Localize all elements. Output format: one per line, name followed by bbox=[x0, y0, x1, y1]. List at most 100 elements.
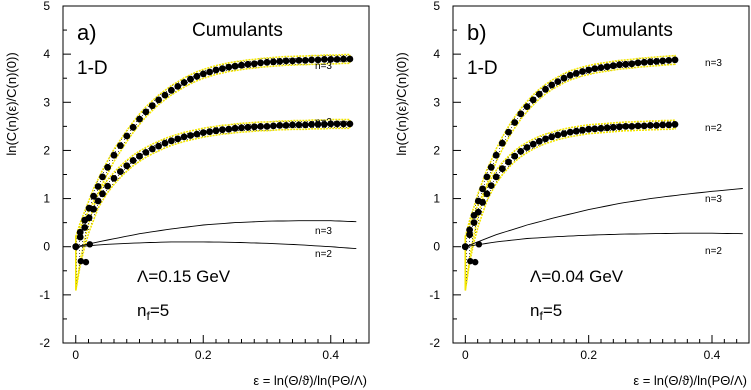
y-tick-label: 2 bbox=[433, 143, 440, 157]
data-point bbox=[591, 125, 599, 133]
data-point bbox=[148, 102, 156, 110]
data-point bbox=[603, 124, 611, 132]
data-point bbox=[123, 132, 131, 140]
x-tick-label: 0.4 bbox=[322, 348, 339, 362]
data-point bbox=[187, 132, 194, 139]
data-point bbox=[597, 64, 605, 71]
data-point bbox=[81, 224, 89, 231]
data-point bbox=[529, 140, 537, 148]
data-point bbox=[142, 149, 150, 156]
data-point bbox=[603, 63, 611, 71]
data-point bbox=[535, 90, 543, 98]
data-point bbox=[174, 135, 182, 143]
x-axis-label: ε = ln(Θ/ϑ)/ln(PΘ/Λ) bbox=[633, 373, 747, 388]
nf-value: =5 bbox=[150, 301, 169, 320]
data-point bbox=[308, 121, 315, 128]
y-tick-label: 4 bbox=[43, 47, 50, 61]
data-point bbox=[231, 62, 239, 70]
data-point bbox=[548, 133, 556, 141]
data-point bbox=[483, 173, 491, 181]
data-point bbox=[238, 61, 245, 69]
data-point bbox=[199, 70, 207, 78]
data-point bbox=[276, 58, 284, 65]
data-point bbox=[212, 127, 220, 135]
y-tick-label: 1 bbox=[43, 192, 50, 206]
data-point bbox=[542, 135, 549, 143]
data-point bbox=[333, 56, 341, 63]
y-tick-label: 5 bbox=[433, 0, 440, 13]
data-point bbox=[219, 65, 226, 72]
data-point bbox=[257, 123, 264, 130]
data-point bbox=[346, 55, 354, 63]
data-point bbox=[628, 60, 636, 68]
data-point bbox=[566, 128, 574, 136]
data-point bbox=[99, 173, 106, 181]
data-point bbox=[85, 214, 93, 222]
data-point bbox=[136, 115, 143, 123]
data-point bbox=[517, 110, 525, 118]
data-point bbox=[659, 57, 667, 65]
panel-label: b) bbox=[467, 20, 487, 45]
data-point bbox=[117, 142, 124, 150]
nf-annotation: nf=5 bbox=[137, 301, 169, 323]
y-tick-label: 3 bbox=[43, 95, 50, 109]
data-point bbox=[653, 58, 660, 65]
data-point bbox=[90, 192, 97, 200]
panel-a: n=3 n=2 n=3 n=2 -2 -1 0 1 2 3 4 5 0 0.2 0.4 a) Cumulants… bbox=[4, 0, 370, 388]
data-point bbox=[340, 120, 347, 128]
data-point bbox=[474, 208, 482, 216]
series-label: n=3 bbox=[315, 226, 332, 237]
data-point bbox=[554, 131, 562, 139]
x-tick-label: 0.2 bbox=[195, 348, 212, 362]
data-point bbox=[289, 57, 296, 65]
data-point bbox=[321, 121, 328, 128]
data-point bbox=[665, 121, 673, 129]
data-point bbox=[572, 127, 580, 135]
data-point-dip bbox=[77, 257, 85, 265]
data-point bbox=[492, 173, 500, 181]
data-point bbox=[212, 66, 220, 74]
data-point bbox=[231, 124, 239, 132]
nf-subscript: f bbox=[539, 309, 543, 323]
data-point bbox=[609, 62, 617, 70]
data-point bbox=[498, 165, 506, 173]
data-point bbox=[308, 56, 315, 64]
data-point bbox=[511, 152, 519, 160]
dimension-label: 1-D bbox=[467, 58, 498, 79]
nf-subscript: f bbox=[146, 309, 150, 323]
data-point bbox=[289, 121, 296, 129]
data-point bbox=[523, 144, 531, 151]
data-point bbox=[180, 79, 188, 86]
theory-curve bbox=[465, 188, 743, 248]
y-tick-label: -2 bbox=[429, 336, 440, 350]
data-point bbox=[225, 63, 233, 71]
data-point bbox=[94, 183, 102, 190]
nf-symbol: n bbox=[137, 301, 146, 320]
data-point bbox=[560, 130, 568, 138]
data-point-dip bbox=[82, 258, 90, 266]
data-point bbox=[616, 61, 623, 69]
data-point bbox=[174, 83, 182, 90]
data-point bbox=[282, 57, 290, 65]
y-tick-label: 3 bbox=[433, 95, 440, 109]
data-point bbox=[90, 205, 97, 213]
data-point bbox=[340, 55, 347, 63]
data-point bbox=[498, 139, 506, 147]
data-point bbox=[250, 123, 258, 131]
data-point bbox=[148, 145, 156, 153]
data-point bbox=[257, 59, 264, 67]
data-point bbox=[263, 58, 271, 66]
series-label: n=2 bbox=[705, 246, 722, 257]
data-point bbox=[295, 57, 303, 64]
data-point bbox=[548, 81, 556, 89]
data-point bbox=[155, 142, 163, 150]
data-point bbox=[492, 151, 500, 159]
data-point bbox=[622, 60, 630, 68]
series-label: n=3 bbox=[705, 194, 722, 205]
data-point bbox=[560, 74, 568, 82]
data-point bbox=[517, 148, 525, 155]
theory-curve bbox=[465, 232, 743, 248]
y-axis-label: ln(C(n)(ε)/C(n)(0)) bbox=[4, 52, 19, 155]
data-point bbox=[199, 129, 207, 137]
